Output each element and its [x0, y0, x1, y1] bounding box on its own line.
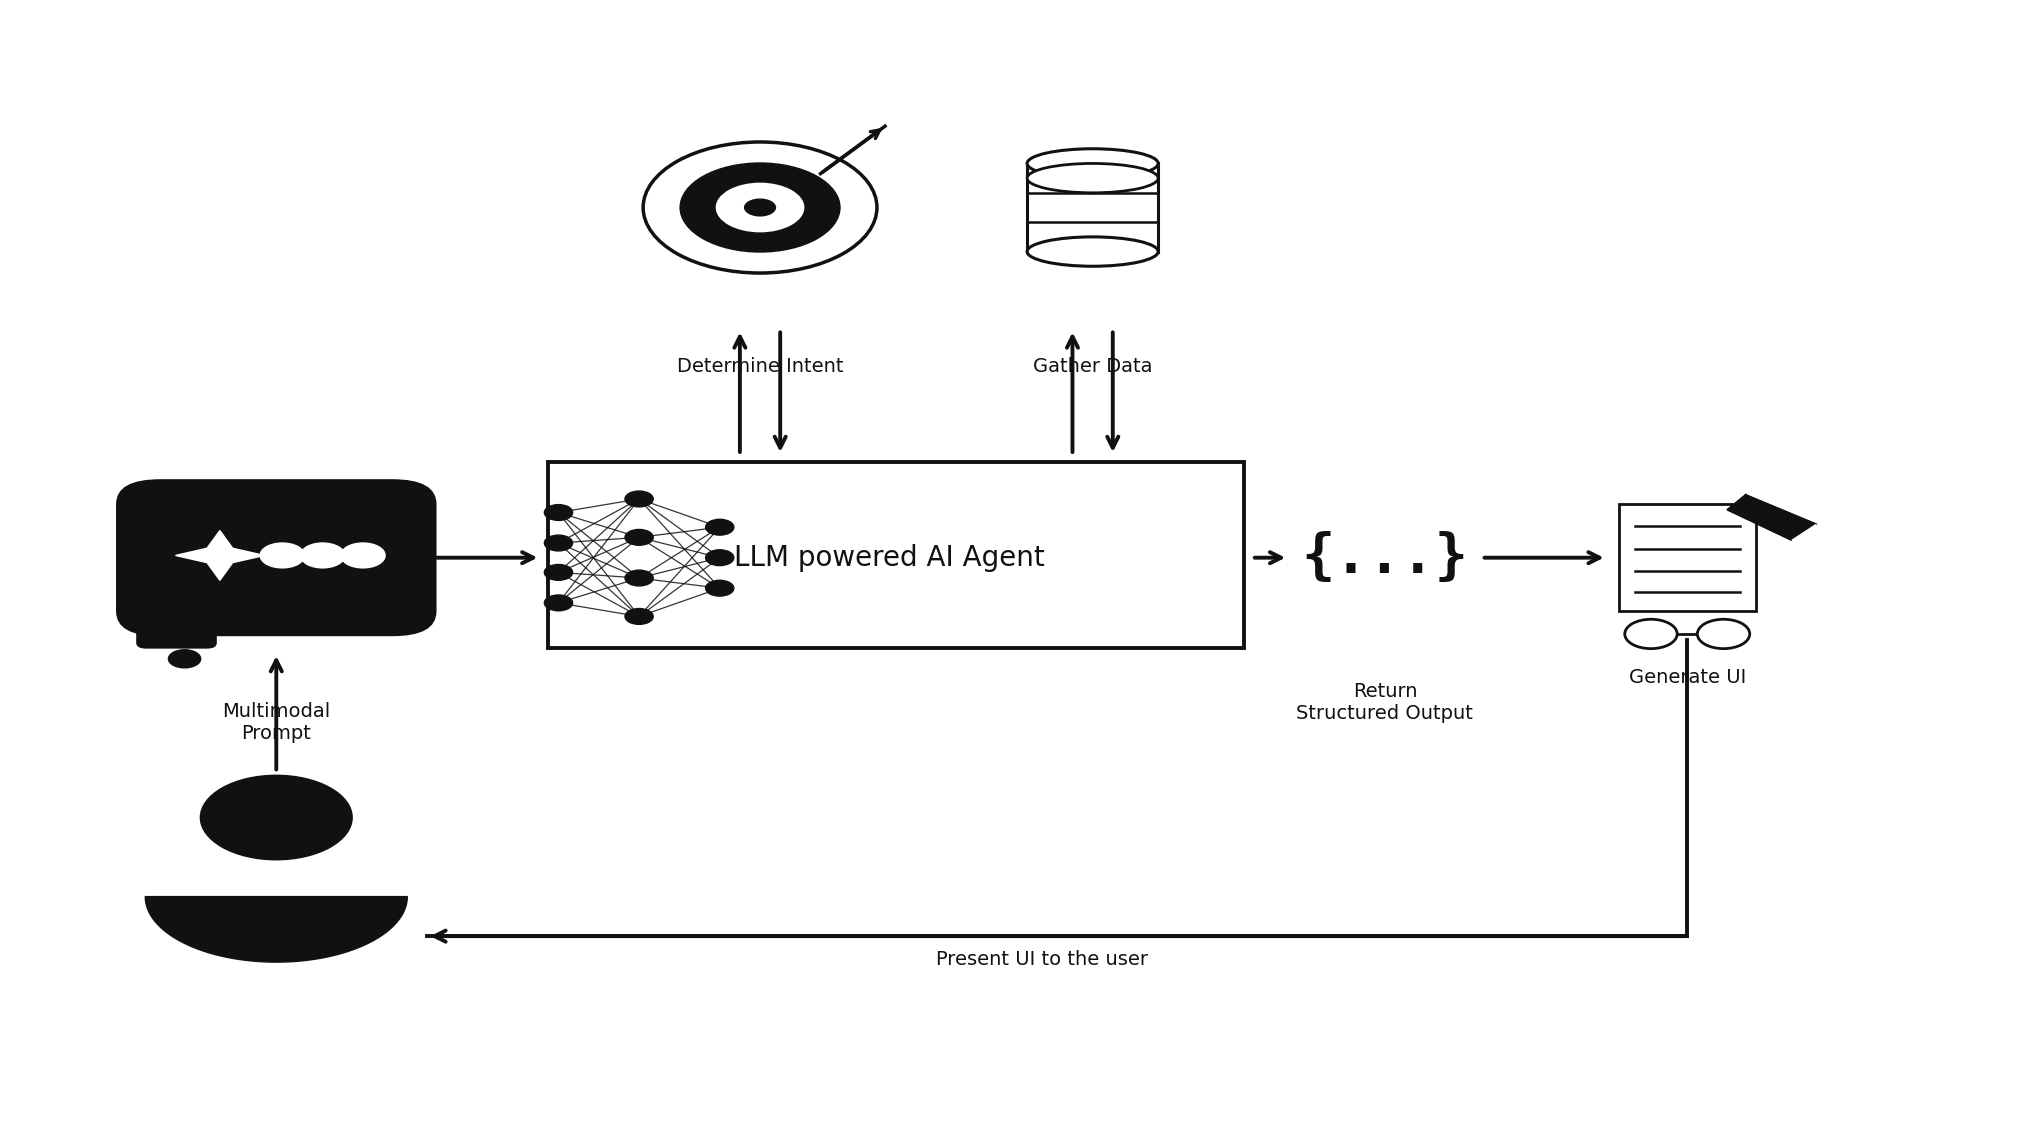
FancyBboxPatch shape	[1618, 504, 1754, 611]
Circle shape	[544, 504, 573, 520]
FancyBboxPatch shape	[115, 479, 437, 636]
Circle shape	[625, 609, 653, 625]
Polygon shape	[176, 530, 265, 580]
Circle shape	[1624, 619, 1677, 649]
Circle shape	[706, 519, 734, 535]
Circle shape	[544, 595, 573, 611]
Text: Present UI to the user: Present UI to the user	[937, 950, 1147, 968]
Text: LLM powered AI Agent: LLM powered AI Agent	[734, 544, 1044, 571]
Circle shape	[168, 650, 200, 668]
Circle shape	[706, 550, 734, 566]
Circle shape	[744, 198, 775, 216]
Circle shape	[716, 183, 803, 232]
Ellipse shape	[1026, 237, 1157, 266]
Circle shape	[340, 543, 384, 568]
Text: Return
Structured Output: Return Structured Output	[1297, 682, 1473, 723]
Circle shape	[680, 163, 840, 253]
Text: Multimodal
Prompt: Multimodal Prompt	[223, 702, 330, 743]
Text: Determine Intent: Determine Intent	[676, 356, 844, 376]
Circle shape	[625, 492, 653, 506]
Ellipse shape	[1026, 164, 1157, 192]
Circle shape	[261, 543, 303, 568]
Polygon shape	[1728, 495, 1815, 541]
Circle shape	[1697, 619, 1748, 649]
Polygon shape	[1790, 525, 1815, 550]
Circle shape	[544, 564, 573, 580]
Circle shape	[643, 142, 876, 273]
Circle shape	[706, 580, 734, 596]
Circle shape	[200, 775, 352, 860]
FancyBboxPatch shape	[1026, 164, 1157, 251]
Polygon shape	[146, 897, 407, 962]
FancyBboxPatch shape	[548, 462, 1244, 648]
Circle shape	[625, 570, 653, 586]
Circle shape	[299, 543, 344, 568]
Circle shape	[544, 535, 573, 551]
Circle shape	[625, 529, 653, 545]
Text: Gather Data: Gather Data	[1032, 356, 1151, 376]
Text: {...}: {...}	[1301, 531, 1467, 584]
Ellipse shape	[1026, 149, 1157, 179]
Text: Generate UI: Generate UI	[1629, 668, 1746, 687]
FancyBboxPatch shape	[136, 601, 216, 649]
